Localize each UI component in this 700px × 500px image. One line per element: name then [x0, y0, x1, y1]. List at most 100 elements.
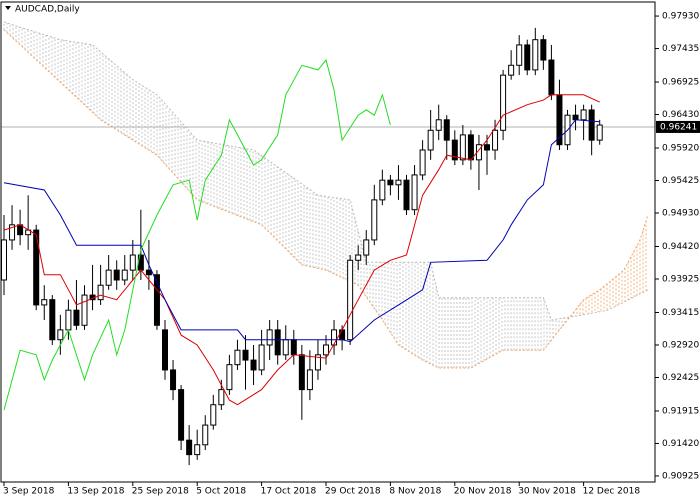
candle-body	[508, 64, 515, 76]
candle-body	[540, 39, 547, 61]
y-tick-label: 0.94420	[662, 242, 699, 252]
indicator-line	[3, 58, 391, 411]
indicator-line	[3, 94, 600, 406]
candle-body	[411, 174, 418, 211]
y-tick-label: 0.92920	[662, 340, 699, 350]
candle-body	[210, 404, 217, 426]
candle-body	[588, 109, 595, 141]
y-tick-label: 0.97930	[662, 12, 699, 22]
candle-body	[105, 269, 112, 286]
x-tick-label: 25 Sep 2018	[132, 487, 189, 497]
candle-body	[532, 39, 539, 71]
candle-body	[258, 344, 265, 371]
candle-body	[290, 339, 297, 356]
candle-body	[162, 329, 168, 371]
candle-body	[129, 254, 136, 271]
y-tick-label: 0.95920	[662, 144, 699, 154]
x-tick-label: 8 Nov 2018	[389, 487, 441, 497]
indicator-line	[3, 119, 600, 343]
candle-body	[331, 329, 338, 346]
cloud-span	[3, 21, 649, 321]
candle-body	[1, 239, 7, 281]
marks-layer	[1, 27, 603, 466]
candle-body	[298, 354, 305, 391]
candle-body	[484, 144, 490, 151]
cloud-layer	[1, 21, 655, 369]
menu-arrow[interactable]	[5, 6, 11, 10]
candle-body	[121, 269, 128, 281]
candle-body	[395, 179, 402, 186]
candle-body	[194, 444, 201, 456]
chart-title: AUDCAD,Daily	[15, 5, 80, 15]
candle-body	[403, 179, 410, 211]
candle-body	[113, 269, 120, 281]
candle-body	[347, 259, 354, 341]
price-label: 0.96241	[660, 122, 697, 132]
candle-body	[435, 119, 442, 131]
y-tick-label: 0.93415	[662, 308, 699, 318]
y-tick-label: 0.90925	[662, 471, 699, 481]
x-tick-label: 30 Nov 2018	[518, 487, 576, 497]
candle-body	[274, 329, 281, 356]
candle-body	[427, 129, 434, 151]
candle-body	[41, 299, 48, 306]
x-tick-label: 12 Dec 2018	[583, 487, 641, 497]
candle-body	[234, 349, 241, 366]
candle-body	[580, 109, 587, 121]
candle-body	[443, 119, 450, 141]
candle-body	[363, 239, 370, 256]
price-label-box	[656, 120, 700, 133]
candle-body	[524, 44, 531, 71]
candle-body	[65, 309, 72, 331]
y-tick-label: 0.94930	[662, 209, 699, 219]
y-tick-label: 0.95425	[662, 176, 699, 186]
candle-body	[250, 359, 257, 371]
candle-body	[266, 329, 273, 346]
candle-body	[451, 139, 458, 161]
y-tick-label: 0.96430	[662, 110, 699, 120]
cloud-span	[3, 29, 649, 369]
candle-body	[387, 179, 394, 186]
candle-body	[186, 439, 193, 456]
x-tick-label: 13 Sep 2018	[67, 487, 124, 497]
y-tick-label: 0.91915	[662, 406, 699, 416]
candle-body	[178, 389, 185, 441]
candle-body	[355, 254, 362, 261]
candle-body	[306, 369, 313, 391]
candle-body	[500, 74, 507, 131]
candle-body	[49, 299, 56, 341]
candle-body	[97, 284, 104, 301]
candle-body	[170, 369, 177, 391]
y-tick-label: 0.92425	[662, 373, 699, 383]
candle-body	[467, 134, 474, 161]
y-tick-label: 0.96925	[662, 78, 699, 88]
x-tick-label: 29 Oct 2018	[325, 487, 381, 497]
candle-body	[242, 349, 249, 361]
candle-body	[572, 114, 579, 121]
candle-body	[145, 269, 152, 276]
candle-body	[226, 364, 233, 391]
candle-body	[548, 59, 555, 96]
candle-body	[33, 229, 40, 306]
candle-body	[379, 179, 386, 201]
x-tick-label: 3 Sep 2018	[3, 487, 55, 497]
candle-body	[314, 354, 321, 371]
candle-body	[323, 344, 329, 356]
candle-body	[596, 124, 603, 141]
candle-body	[339, 329, 346, 341]
x-tick-label: 17 Oct 2018	[261, 487, 317, 497]
candle-body	[419, 149, 426, 176]
plot-frame	[0, 1, 656, 483]
candle-body	[202, 424, 209, 446]
x-tick-label: 5 Oct 2018	[196, 487, 246, 497]
candle-body	[492, 129, 499, 151]
candle-body	[57, 329, 64, 341]
candle-body	[371, 199, 378, 241]
candle-body	[218, 389, 225, 406]
candle-body	[9, 224, 16, 241]
y-tick-label: 0.97435	[662, 44, 699, 54]
y-tick-label: 0.93925	[662, 274, 699, 284]
candle-body	[516, 44, 523, 66]
